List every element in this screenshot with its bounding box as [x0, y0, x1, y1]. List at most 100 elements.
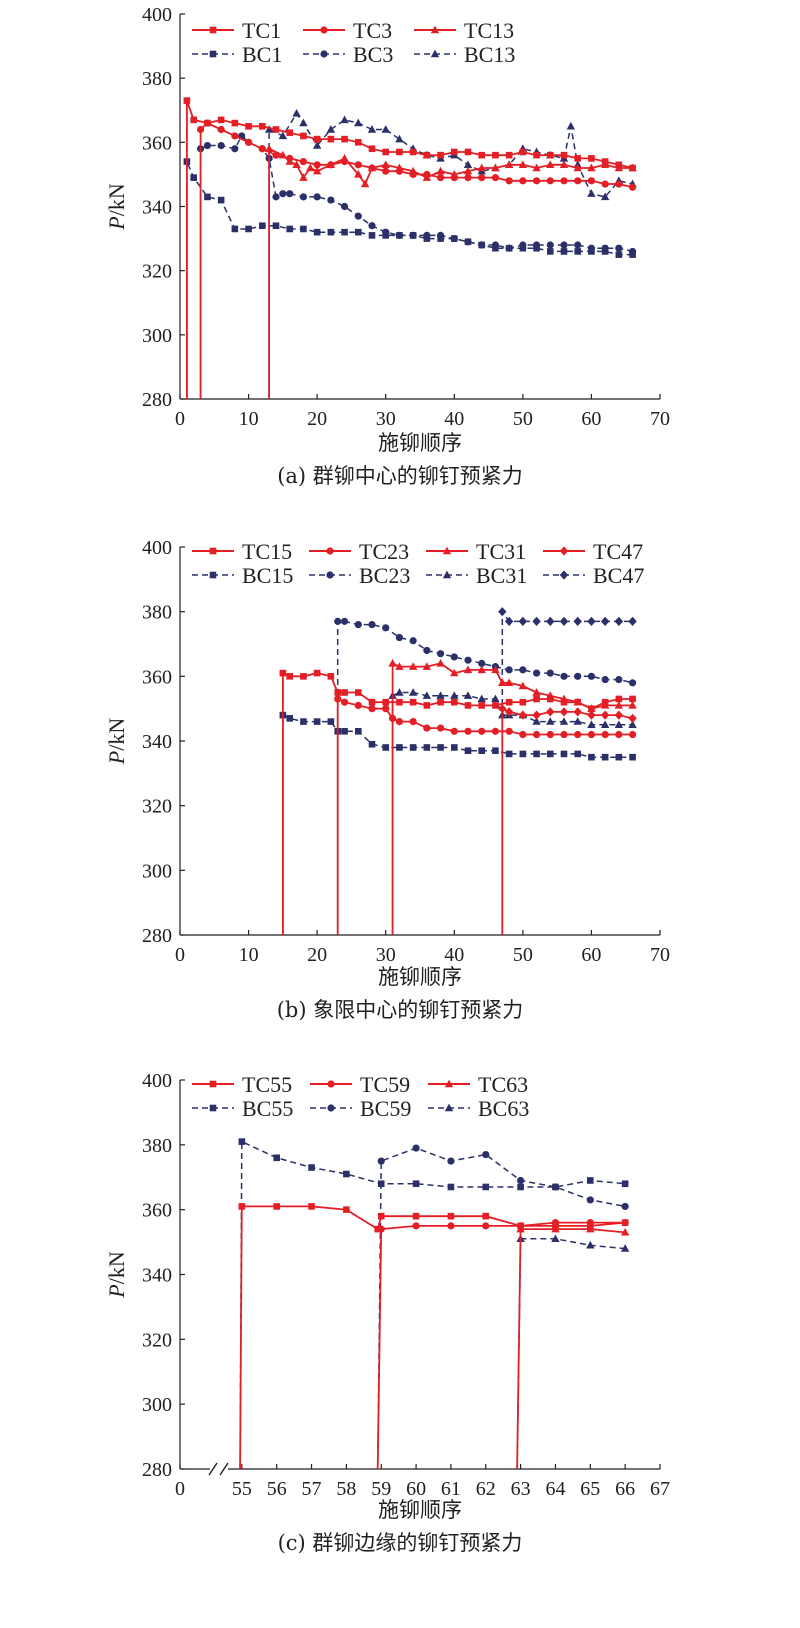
legend-item-bc31: BC31: [426, 563, 527, 588]
legend-label: BC59: [360, 1096, 411, 1121]
data-point: [278, 131, 288, 140]
data-point: [231, 119, 239, 127]
data-point: [517, 1176, 525, 1185]
data-point: [532, 730, 541, 739]
data-point: [629, 753, 636, 761]
data-point: [422, 173, 432, 181]
data-point: [300, 718, 307, 725]
x-axis-label: 施铆顺序: [378, 1498, 462, 1522]
series-bc47: [498, 607, 637, 935]
data-point: [436, 231, 445, 239]
data-point: [615, 251, 623, 258]
legend-background: [186, 536, 664, 586]
x-tick-label: 0: [175, 1478, 185, 1500]
data-point: [368, 705, 376, 713]
data-point: [436, 724, 445, 732]
data-point: [560, 672, 568, 680]
data-point: [313, 161, 321, 169]
data-point: [621, 1202, 629, 1211]
legend-label: BC3: [353, 42, 393, 67]
data-point: [327, 718, 335, 725]
y-tick-label: 400: [142, 537, 172, 559]
legend-label: BC23: [359, 563, 410, 588]
data-point: [436, 659, 445, 667]
data-point: [621, 1219, 629, 1227]
data-point: [312, 141, 322, 149]
data-point: [231, 225, 239, 233]
data-point: [546, 730, 554, 739]
data-point: [368, 698, 376, 706]
data-point: [600, 701, 610, 709]
data-point: [546, 707, 555, 717]
data-point: [614, 710, 624, 720]
data-point: [327, 673, 335, 680]
data-point: [217, 196, 225, 204]
data-point: [586, 1219, 594, 1227]
data-point: [408, 688, 418, 696]
data-point: [546, 151, 554, 159]
data-point: [498, 678, 507, 686]
data-point: [532, 710, 541, 720]
data-point: [600, 710, 610, 720]
legend-marker: [326, 571, 334, 579]
x-tick-label: 62: [476, 1478, 496, 1500]
data-point: [505, 151, 513, 159]
data-point: [573, 707, 582, 717]
data-point: [437, 698, 444, 706]
data-point: [600, 720, 610, 729]
data-point: [482, 1150, 490, 1159]
data-point: [587, 730, 596, 739]
data-point: [409, 744, 417, 751]
data-point: [478, 747, 486, 754]
data-point: [396, 148, 403, 156]
data-point: [273, 1154, 280, 1162]
legend-label: BC13: [464, 42, 515, 67]
legend-marker: [442, 546, 452, 555]
data-point: [408, 166, 418, 175]
data-point: [628, 616, 637, 626]
data-point: [450, 691, 459, 699]
data-point: [559, 717, 569, 725]
legend-label: TC13: [464, 18, 514, 43]
data-point: [436, 691, 445, 699]
data-point: [183, 97, 191, 104]
x-tick-label: 66: [615, 1478, 635, 1500]
legend-item-bc3: BC3: [303, 42, 393, 67]
data-point: [368, 232, 376, 239]
legend-marker: [320, 50, 328, 58]
legend-label: BC55: [242, 1096, 293, 1121]
data-point: [264, 144, 274, 152]
data-point: [354, 170, 363, 178]
data-point: [238, 1138, 246, 1145]
data-point: [382, 705, 390, 713]
data-point: [377, 1212, 385, 1220]
legend: TC15 TC23 TC31 TC47 BC15 BC23 BC31 BC47: [186, 536, 664, 588]
data-point: [341, 228, 348, 236]
data-point: [231, 132, 239, 140]
data-point: [381, 160, 390, 168]
legend-item-tc15: TC15: [192, 539, 292, 564]
data-point: [278, 150, 288, 159]
legend-item-bc23: BC23: [309, 563, 410, 588]
data-point: [447, 1212, 455, 1220]
series-bc15: [279, 711, 636, 935]
data-point: [334, 695, 342, 703]
legend-marker: [444, 1079, 454, 1088]
series-line-tc55: [239, 1205, 626, 1470]
data-point: [381, 125, 390, 133]
data-point: [423, 231, 431, 239]
data-point: [559, 707, 569, 717]
legend-item-tc13: TC13: [414, 18, 514, 43]
data-point: [482, 1183, 490, 1191]
data-point: [423, 702, 431, 709]
data-point: [492, 702, 499, 709]
data-point: [464, 727, 472, 735]
legend-marker: [442, 570, 452, 579]
data-point: [519, 730, 527, 739]
data-point: [587, 672, 596, 680]
series-tc13: [264, 144, 637, 399]
legend-marker: [559, 570, 569, 580]
y-tick-label: 300: [142, 1394, 172, 1416]
data-point: [423, 646, 431, 655]
